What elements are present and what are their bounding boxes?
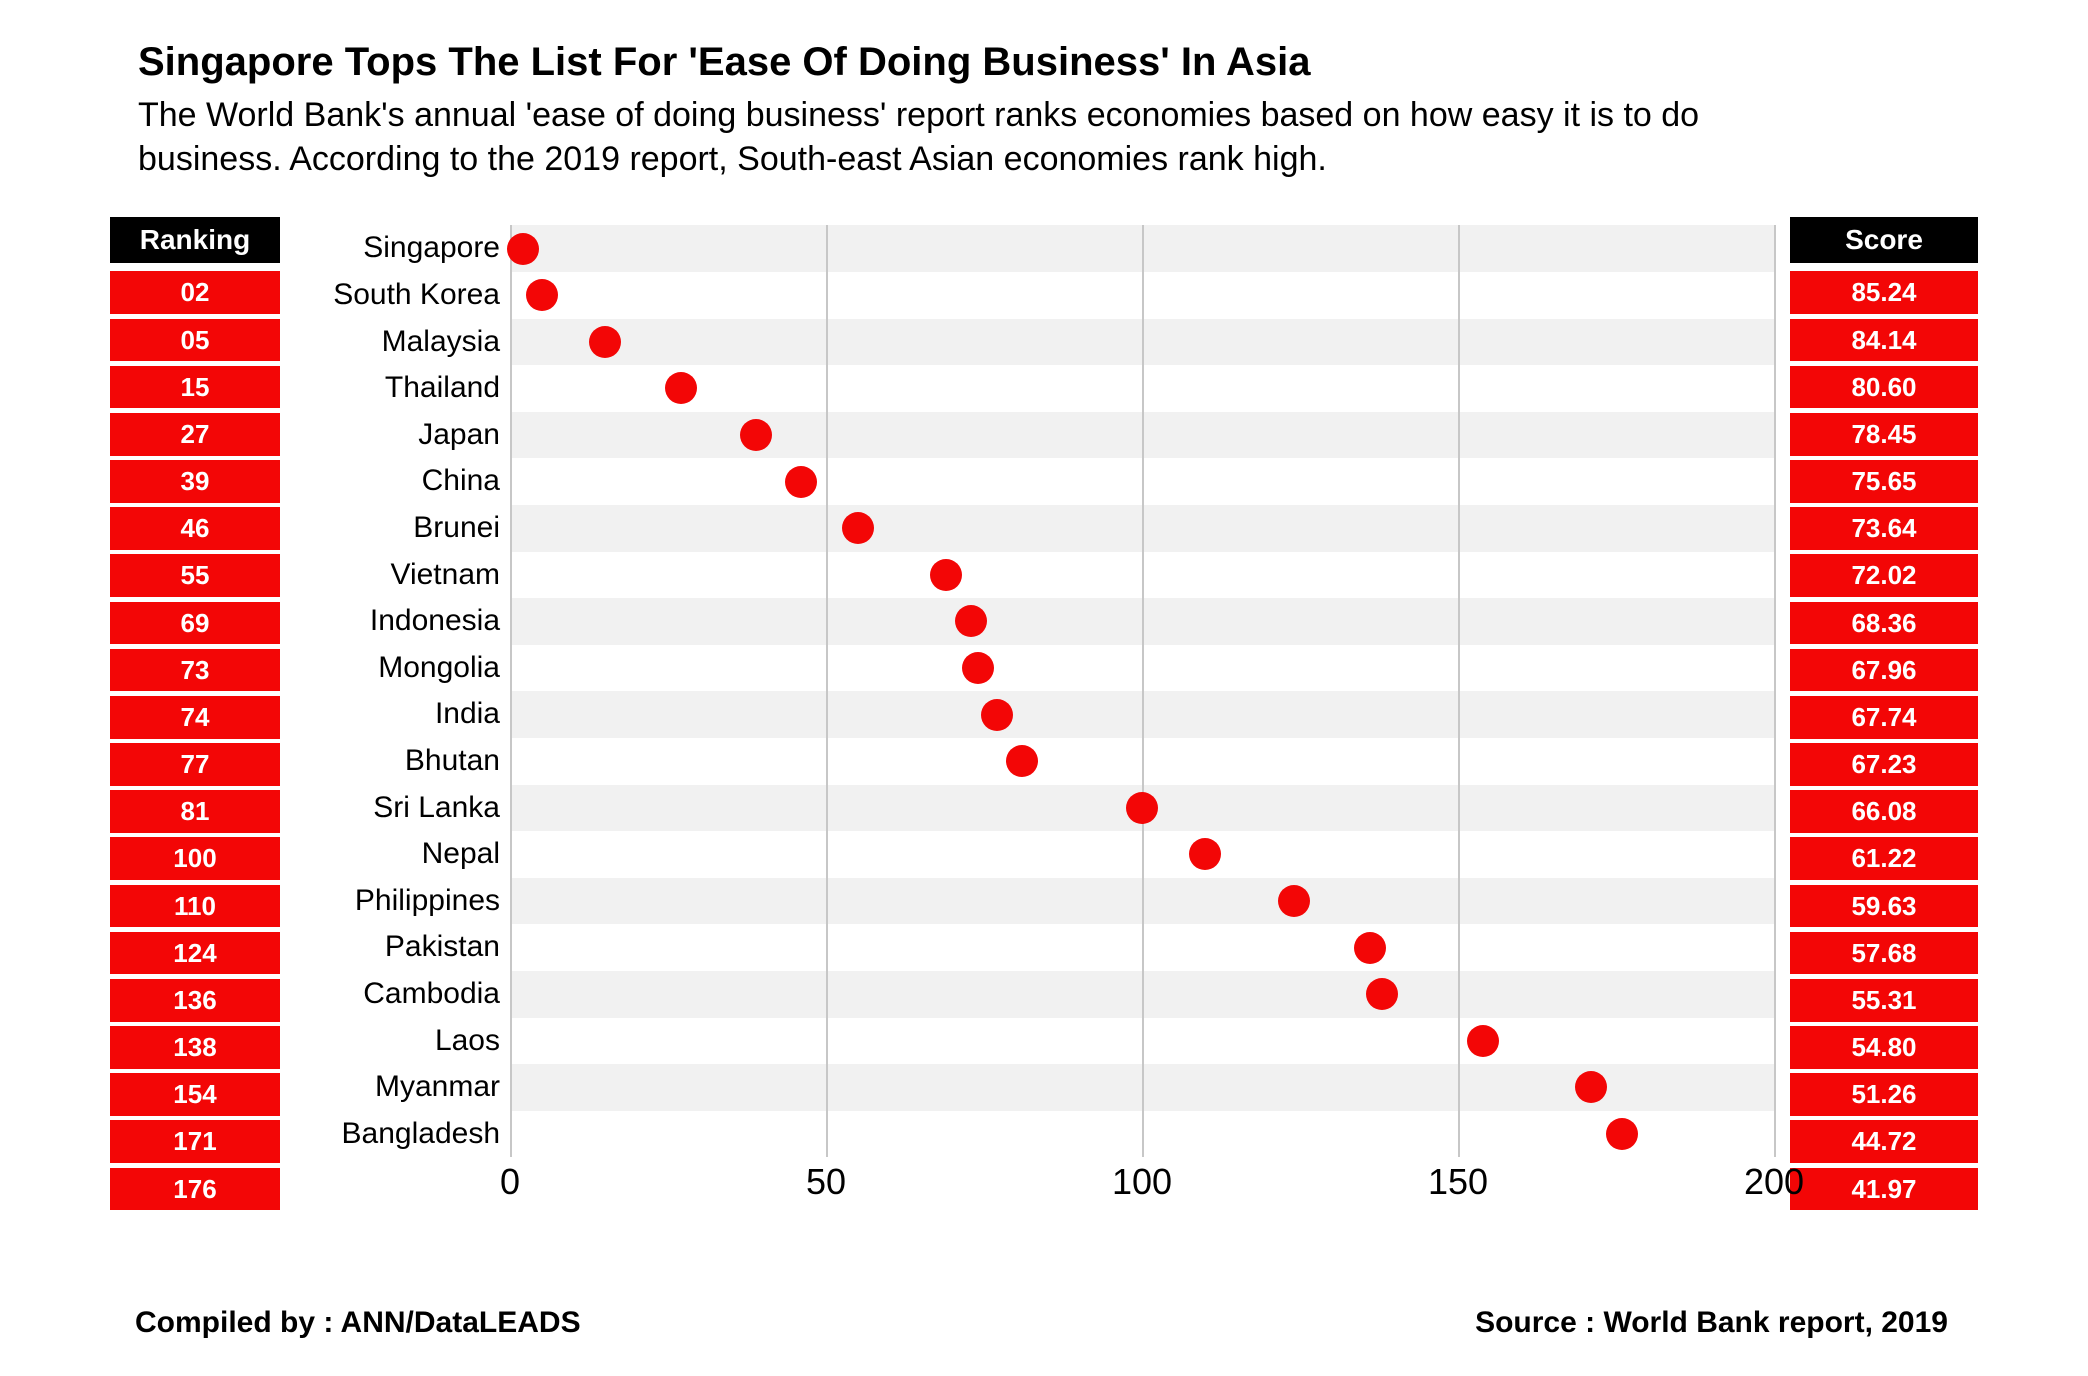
score-cells: 85.24 84.1480.6078.4575.6573.6472.02 68.36… [1790,271,1978,1210]
country-label: South Korea [240,272,500,319]
main-row: Ranking 02051527394655697374778110011012… [110,217,1978,1227]
data-point [526,279,558,311]
country-label: Mongolia [240,645,500,692]
vertical-gridline [1458,225,1460,1157]
data-point [981,699,1013,731]
score-cell: 54.80 [1790,1026,1978,1069]
country-label: India [240,691,500,738]
data-point [665,372,697,404]
country-label: Indonesia [240,598,500,645]
vertical-gridline [1142,225,1144,1157]
plot-region [510,225,1774,1157]
score-cell: 72.02 [1790,554,1978,597]
score-cell: 44.72 [1790,1120,1978,1163]
infographic-container: Singapore Tops The List For 'Ease Of Doi… [0,0,2088,1376]
footer: Compiled by : ANN/DataLEADS Source : Wor… [0,1306,2088,1340]
country-label: Vietnam [240,552,500,599]
footer-right: Source : World Bank report, 2019 [1475,1306,1948,1340]
vertical-gridline [1774,225,1776,1157]
score-cell: 59.63 [1790,885,1978,928]
data-point [1006,745,1038,777]
data-point [1354,932,1386,964]
country-label: Brunei [240,505,500,552]
x-tick-label: 150 [1428,1161,1488,1203]
x-tick-label: 0 [500,1161,520,1203]
score-cell: 80.60 [1790,366,1978,409]
chart-title: Singapore Tops The List For 'Ease Of Doi… [138,40,1978,85]
score-cell: 68.36 [1790,602,1978,645]
data-point [1606,1118,1638,1150]
data-point [1189,838,1221,870]
data-point [962,652,994,684]
score-cell: 75.65 [1790,460,1978,503]
chart-subtitle: The World Bank's annual 'ease of doing b… [138,93,1818,181]
chart-area: SingaporeSouth KoreaMalaysiaThailandJapa… [300,217,1774,1227]
country-label: Bhutan [240,738,500,785]
score-cell: 73.64 [1790,507,1978,550]
country-label: Philippines [240,878,500,925]
ranking-cell: 176 [110,1168,280,1211]
country-label: Singapore [240,225,500,272]
data-point [930,559,962,591]
data-point [1366,978,1398,1010]
country-label: Japan [240,412,500,459]
score-cell: 67.74 [1790,696,1978,739]
score-cell: 78.45 [1790,413,1978,456]
score-column: Score 85.24 84.1480.6078.4575.6573.6472.0… [1790,217,1978,1210]
score-cell: 41.97 [1790,1168,1978,1211]
country-label: Malaysia [240,319,500,366]
score-cell: 55.31 [1790,979,1978,1022]
data-point [589,326,621,358]
score-cell: 85.24 [1790,271,1978,314]
score-cell: 84.14 [1790,319,1978,362]
data-point [1278,885,1310,917]
data-point [1467,1025,1499,1057]
data-point [785,466,817,498]
x-tick-label: 100 [1112,1161,1172,1203]
data-point [1575,1071,1607,1103]
country-label: Sri Lanka [240,785,500,832]
country-label: Thailand [240,365,500,412]
data-point [507,233,539,265]
x-tick-label: 200 [1744,1161,1804,1203]
country-label: Cambodia [240,971,500,1018]
score-cell: 51.26 [1790,1073,1978,1116]
score-cell: 66.08 [1790,790,1978,833]
country-label: Bangladesh [240,1111,500,1158]
score-header: Score [1790,217,1978,263]
x-tick-label: 50 [806,1161,846,1203]
country-label: Laos [240,1018,500,1065]
score-cell: 61.22 [1790,837,1978,880]
vertical-gridline [510,225,512,1157]
score-cell: 57.68 [1790,932,1978,975]
country-label: Myanmar [240,1064,500,1111]
score-cell: 67.96 [1790,649,1978,692]
country-label: Nepal [240,831,500,878]
data-point [1126,792,1158,824]
country-label: Pakistan [240,924,500,971]
data-point [955,605,987,637]
score-cell: 67.23 [1790,743,1978,786]
data-point [842,512,874,544]
country-label: China [240,458,500,505]
data-point [740,419,772,451]
footer-left: Compiled by : ANN/DataLEADS [135,1306,581,1340]
vertical-gridline [826,225,828,1157]
